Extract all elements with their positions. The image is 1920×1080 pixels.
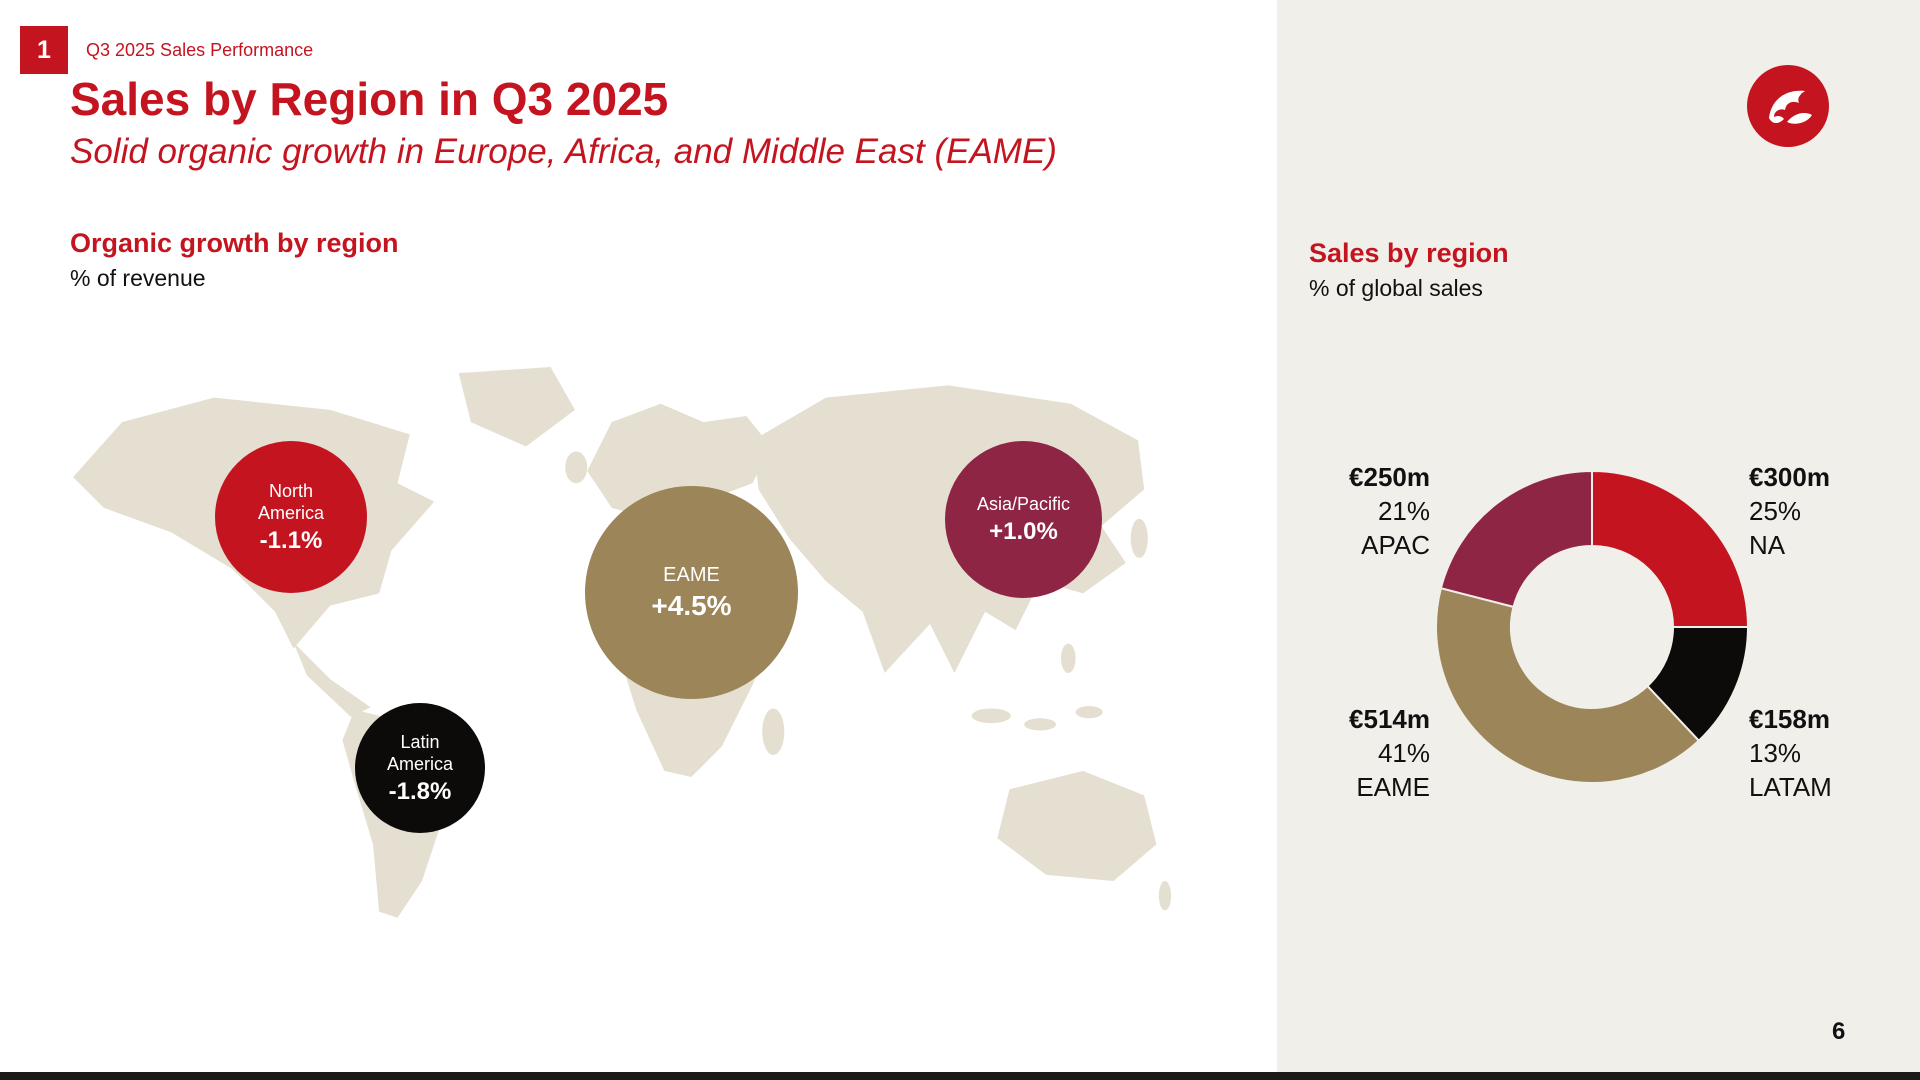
donut-label-eame-percent: 41%: [1377, 738, 1430, 768]
donut-label-apac-percent: 21%: [1377, 496, 1430, 526]
island-japan: [1130, 518, 1148, 558]
donut-label-apac-region: APAC: [1361, 530, 1430, 560]
bubble-north-america-label-line2: America: [257, 503, 324, 523]
bubble-latin-america-value: -1.8%: [388, 777, 452, 805]
left-chart-unit: % of revenue: [70, 265, 206, 292]
island-philippines: [1060, 643, 1076, 673]
island-indonesia-1: [971, 708, 1011, 724]
page-subtitle: Solid organic growth in Europe, Africa, …: [70, 132, 1057, 171]
donut-label-na-amount: €300m: [1749, 462, 1830, 492]
donut-label-na: €300m 25% NA: [1749, 460, 1830, 562]
donut-label-eame-amount: €514m: [1349, 704, 1430, 734]
left-chart-title: Organic growth by region: [70, 228, 399, 258]
donut-label-eame: €514m 41% EAME: [1349, 702, 1430, 804]
company-logo: [1747, 65, 1829, 147]
section-number-box: 1: [20, 26, 68, 74]
donut-label-latam-region: LATAM: [1749, 772, 1832, 802]
donut-label-eame-region: EAME: [1356, 772, 1430, 802]
bubble-north-america: North America -1.1%: [215, 441, 367, 593]
donut-segment-eame: [1435, 586, 1701, 784]
page-title: Sales by Region in Q3 2025: [70, 73, 669, 125]
right-chart-heading: Sales by region % of global sales: [1309, 238, 1509, 301]
bubble-eame: EAME +4.5%: [585, 486, 798, 699]
bubble-asia-pacific: Asia/Pacific +1.0%: [945, 441, 1102, 598]
section-number: 1: [37, 35, 51, 64]
donut-label-apac-amount: €250m: [1349, 462, 1430, 492]
continent-greenland: [458, 367, 575, 447]
bottom-accent-bar: [0, 1072, 1920, 1080]
donut-label-latam-percent: 13%: [1749, 738, 1802, 768]
bubble-asia-pacific-label: Asia/Pacific: [976, 494, 1071, 515]
bubble-eame-label: EAME: [663, 564, 720, 586]
page-number: 6: [1832, 1018, 1846, 1045]
donut-label-apac: €250m 21% APAC: [1349, 460, 1430, 562]
bubble-north-america-label-line1: North: [268, 480, 313, 501]
donut-segment-na: [1591, 469, 1750, 628]
donut-label-latam-amount: €158m: [1749, 704, 1830, 734]
eyebrow-text: Q3 2025 Sales Performance: [86, 40, 314, 60]
donut-segment-apac: [1439, 469, 1593, 609]
logo-circle: [1747, 65, 1829, 147]
right-chart-title: Sales by region: [1309, 238, 1509, 268]
donut-label-na-region: NA: [1749, 530, 1786, 560]
region-central-america: [293, 642, 371, 718]
donut-chart: [1435, 469, 1750, 784]
right-chart-unit: % of global sales: [1309, 275, 1483, 302]
island-indonesia-2: [1024, 718, 1057, 731]
island-indonesia-3: [1075, 706, 1103, 719]
continent-australia: [997, 770, 1157, 882]
island-uk: [565, 451, 588, 484]
bubble-north-america-value: -1.1%: [259, 526, 323, 554]
dragon-icon: [1769, 90, 1812, 124]
donut-label-latam: €158m 13% LATAM: [1749, 702, 1832, 804]
bubble-asia-pacific-value: +1.0%: [989, 517, 1058, 545]
island-new-zealand: [1158, 881, 1172, 911]
bubble-latin-america: Latin America -1.8%: [355, 703, 485, 833]
bubble-eame-value: +4.5%: [651, 590, 732, 621]
left-chart-heading: Organic growth by region % of revenue: [70, 228, 399, 291]
bubble-latin-america-label-line2: America: [386, 754, 453, 774]
bubble-latin-america-label-line1: Latin: [400, 731, 440, 752]
island-madagascar: [762, 708, 785, 755]
donut-label-na-percent: 25%: [1749, 496, 1802, 526]
